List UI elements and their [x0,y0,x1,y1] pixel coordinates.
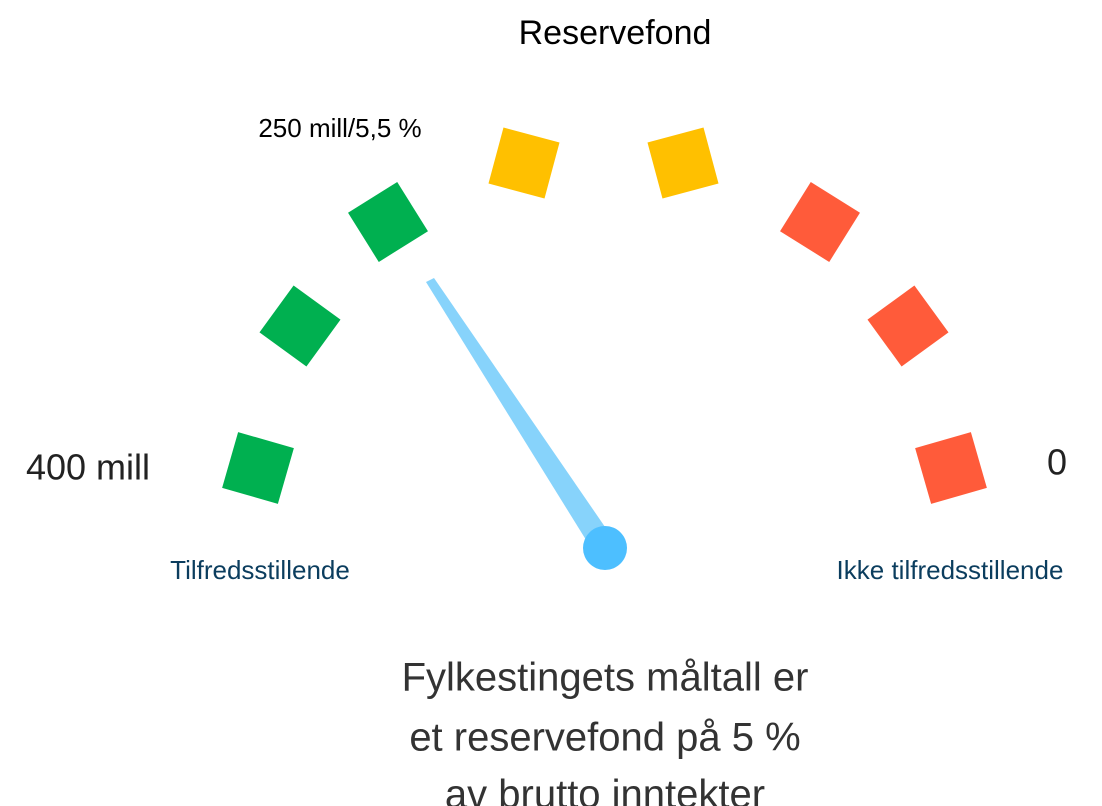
good-label: Tilfredsstillende [170,555,350,585]
title: Reservefond [519,14,712,52]
note-line: Fylkestingets måltall er [402,656,809,700]
good-square [222,432,294,504]
bad-square [780,182,860,262]
medium-square [647,127,719,199]
marker-label: 250 mill/5,5 % [258,113,421,143]
good-square [348,182,428,262]
medium-square [488,127,560,199]
needle-hub [583,526,627,570]
bad-label: Ikke tilfredsstillende [837,555,1064,585]
min-label: 0 [1047,442,1067,483]
note-line: et reservefond på 5 % [409,716,800,760]
note-line: av brutto inntekter [445,773,765,806]
bad-square [915,432,987,504]
bad-square [867,285,949,367]
max-label: 400 mill [26,447,150,488]
needle [426,278,614,556]
good-square [259,285,341,367]
gauge-squares [222,127,987,504]
